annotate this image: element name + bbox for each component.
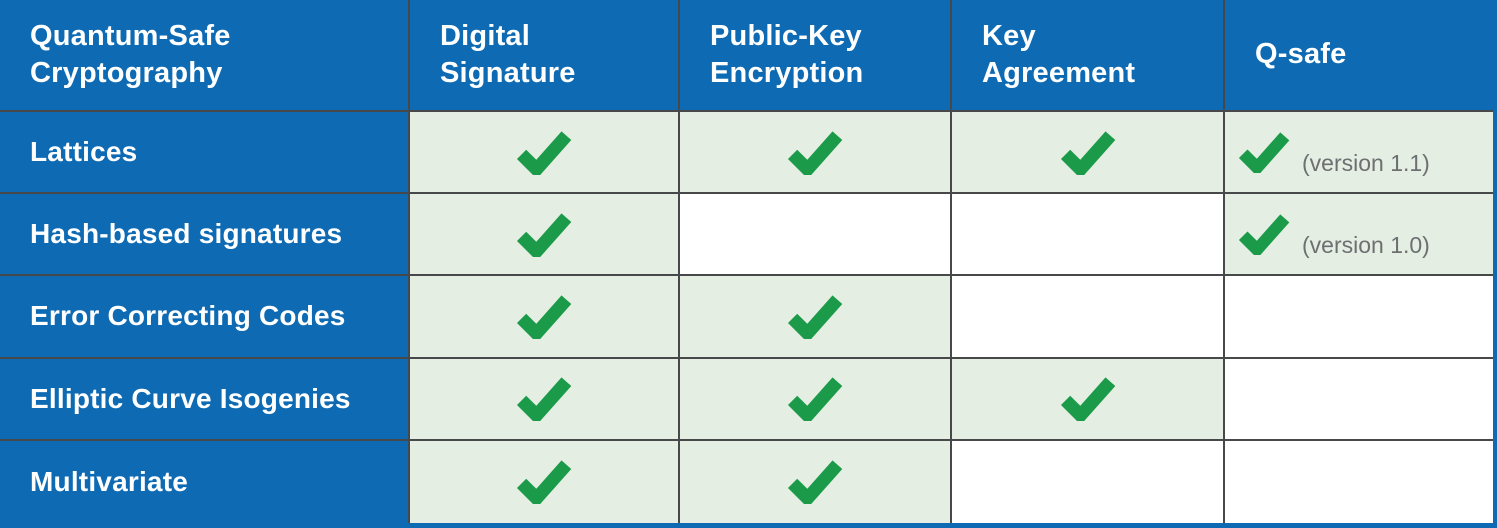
- check-icon: [516, 377, 572, 422]
- column-header-text: Key Agreement: [982, 19, 1136, 89]
- row-label-text: Elliptic Curve Isogenies: [30, 382, 351, 414]
- row-label-multivariate: Multivariate: [0, 440, 410, 523]
- cell-error-correcting-codes-public-key-encryption: [680, 276, 952, 359]
- column-header-text: Q-safe: [1255, 38, 1347, 71]
- check-icon: [1060, 130, 1115, 175]
- cell-elliptic-curve-isogenies-key-agreement: [952, 358, 1225, 441]
- cell-lattices-digital-signature: [410, 112, 680, 195]
- check-icon: [516, 130, 572, 175]
- cell-hash-based-signatures-q-safe: (version 1.0): [1225, 194, 1493, 277]
- table-title-cell: Quantum-Safe Cryptography: [0, 0, 410, 112]
- row-label-text: Multivariate: [30, 465, 188, 497]
- check-icon: [516, 460, 572, 505]
- cell-lattices-public-key-encryption: [680, 112, 952, 195]
- cell-hash-based-signatures-digital-signature: [410, 194, 680, 277]
- column-header-q-safe: Q-safe: [1225, 0, 1493, 112]
- version-note: (version 1.1): [1302, 149, 1430, 176]
- row-label-text: Error Correcting Codes: [30, 300, 346, 332]
- column-header-text: Digital Signature: [440, 19, 576, 89]
- cell-multivariate-public-key-encryption: [680, 440, 952, 523]
- check-icon: [787, 295, 843, 339]
- cell-error-correcting-codes-q-safe: [1225, 276, 1493, 359]
- cell-lattices-q-safe: (version 1.1): [1225, 112, 1493, 195]
- check-icon: [787, 130, 843, 175]
- row-label-text: Hash-based signatures: [30, 218, 343, 250]
- cell-multivariate-digital-signature: [410, 440, 680, 523]
- check-icon: [516, 213, 572, 257]
- cell-elliptic-curve-isogenies-digital-signature: [410, 358, 680, 441]
- cell-lattices-key-agreement: [952, 112, 1225, 195]
- row-label-elliptic-curve-isogenies: Elliptic Curve Isogenies: [0, 358, 410, 441]
- column-header-digital-signature: Digital Signature: [410, 0, 680, 112]
- cell-hash-based-signatures-key-agreement: [952, 194, 1225, 277]
- table-title: Quantum-Safe Cryptography: [30, 19, 231, 89]
- column-header-text: Public-Key Encryption: [710, 19, 864, 89]
- row-label-text: Lattices: [30, 136, 138, 168]
- check-icon: [516, 295, 572, 339]
- check-icon: [787, 460, 843, 505]
- column-header-key-agreement: Key Agreement: [952, 0, 1225, 112]
- cell-multivariate-key-agreement: [952, 440, 1225, 523]
- check-icon: [1060, 377, 1115, 422]
- check-icon: [1238, 214, 1290, 256]
- row-label-hash-based-signatures: Hash-based signatures: [0, 194, 410, 277]
- cell-elliptic-curve-isogenies-q-safe: [1225, 358, 1493, 441]
- version-note: (version 1.0): [1302, 231, 1430, 258]
- check-icon: [1238, 132, 1290, 174]
- row-label-error-correcting-codes: Error Correcting Codes: [0, 276, 410, 359]
- cell-elliptic-curve-isogenies-public-key-encryption: [680, 358, 952, 441]
- cell-error-correcting-codes-digital-signature: [410, 276, 680, 359]
- cell-hash-based-signatures-public-key-encryption: [680, 194, 952, 277]
- row-label-lattices: Lattices: [0, 112, 410, 195]
- cell-multivariate-q-safe: [1225, 440, 1493, 523]
- check-icon: [787, 377, 843, 422]
- column-header-public-key-encryption: Public-Key Encryption: [680, 0, 952, 112]
- cell-error-correcting-codes-key-agreement: [952, 276, 1225, 359]
